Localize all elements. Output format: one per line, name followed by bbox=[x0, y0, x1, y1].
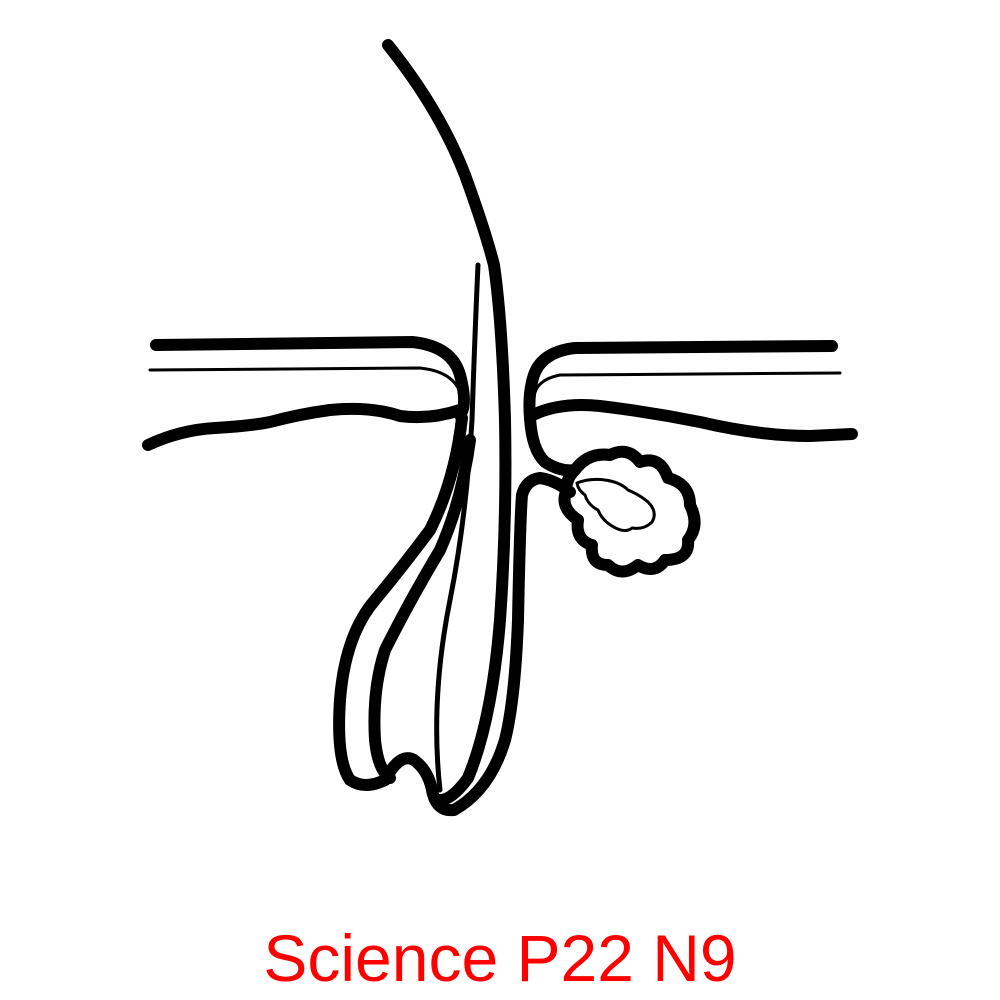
skin-surface-right bbox=[523, 340, 838, 424]
dermis-boundary-right bbox=[527, 399, 858, 442]
epidermis-layer-right bbox=[532, 371, 842, 400]
follicle-wall-right bbox=[524, 412, 581, 477]
follicle-wall-left bbox=[333, 412, 468, 791]
sebaceous-gland-outer bbox=[558, 445, 701, 578]
hair-shaft-inner bbox=[434, 262, 481, 793]
follicle-inner-wall-left bbox=[368, 434, 476, 784]
epidermis-layer-left bbox=[148, 366, 464, 402]
hair-shaft-outer bbox=[382, 39, 512, 806]
skin-surface-left bbox=[150, 336, 470, 421]
sebaceous-gland-inner bbox=[575, 477, 656, 533]
dermis-boundary-left bbox=[142, 402, 466, 451]
figure-caption: Science P22 N9 bbox=[263, 921, 737, 995]
hair-bulb bbox=[379, 472, 576, 817]
